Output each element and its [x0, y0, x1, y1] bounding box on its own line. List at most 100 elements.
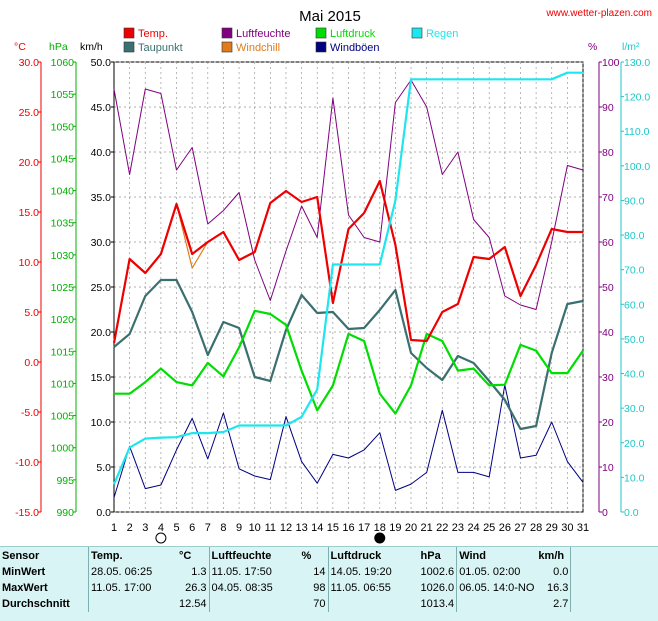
axis-unit-label: % — [588, 41, 597, 53]
axis-tick-label: 30 — [602, 372, 614, 384]
series-layer — [112, 71, 584, 498]
axis-tick-label: 15.0 — [91, 372, 112, 384]
x-tick-label: 11 — [265, 522, 276, 534]
temp-avg-value: 12.54 — [179, 598, 207, 610]
x-tick-label: 21 — [421, 522, 433, 534]
legend: Temp. Luftfeuchte Luftdruck Regen Taupunkt Wi… — [123, 27, 458, 54]
axis-tick-label: 10.0 — [19, 257, 40, 269]
axis-tick-label: 60 — [602, 237, 614, 249]
x-tick-label: 19 — [389, 522, 401, 534]
x-tick-label: 27 — [514, 522, 526, 534]
x-tick-label: 16 — [342, 522, 354, 534]
press-max-datetime: 11.05. 06:55 — [327, 580, 419, 596]
x-tick-label: 2 — [127, 522, 133, 534]
axis-tick-label: 20.0 — [624, 438, 645, 450]
legend-label: Temp. — [138, 28, 168, 40]
row-spacer — [570, 564, 576, 580]
wind-max-time: 14:0-NO — [492, 582, 535, 594]
axis-tick-label: 45.0 — [91, 102, 112, 114]
axis-tick-label: 1040 — [51, 186, 75, 198]
header-press-unit: hPa — [420, 549, 441, 562]
legend-label: Regen — [426, 28, 458, 40]
x-tick-label: 4 — [158, 522, 164, 534]
x-tick-label: 10 — [249, 522, 261, 534]
x-tick-label: 29 — [546, 522, 558, 534]
hum-max-value: 98 — [313, 582, 326, 594]
axis-tick-label: 995 — [56, 475, 74, 487]
axis-tick-label: 100 — [602, 57, 620, 69]
press-min-time: 19:20 — [364, 566, 392, 578]
axis-tick-label: 20.0 — [19, 157, 40, 169]
press-max-value: 1026.0 — [420, 582, 455, 594]
axis-tick-label: 1060 — [51, 57, 75, 69]
stats-row-min: MinWert 28.05. 06:25 1.3 11.05. 17:50 14… — [0, 564, 576, 580]
stats-table: Sensor Temp. °C Luftfeuchte % Luftdruck … — [0, 547, 576, 612]
axis-tick-label: 0.0 — [96, 507, 111, 519]
source-link[interactable]: www.wetter-plazen.com — [545, 8, 652, 19]
new-moon-icon — [155, 532, 167, 544]
axis-tick-label: 0.0 — [24, 357, 39, 369]
press-avg-value: 1013.4 — [420, 598, 455, 610]
axis-tick-label: 90.0 — [624, 195, 645, 207]
stats-header-row: Sensor Temp. °C Luftfeuchte % Luftdruck … — [0, 547, 576, 564]
chart-title: Mai 2015 — [299, 8, 361, 25]
x-tick-label: 3 — [142, 522, 148, 534]
axis-units: °C hPa km/h% l/m² — [14, 41, 640, 53]
axis-tick-label: 1015 — [51, 346, 75, 358]
press-max-time: 06:55 — [363, 582, 391, 594]
x-tick-label: 20 — [405, 522, 417, 534]
row-label: Durchschnitt — [2, 598, 70, 610]
wind-min-date: 01.05. — [459, 566, 490, 578]
axis-tick-label: 30.0 — [624, 403, 645, 415]
x-tick-label: 9 — [236, 522, 242, 534]
axis-tick-label: 50 — [602, 282, 614, 294]
header-temp: Temp. — [88, 547, 177, 564]
x-tick-label: 15 — [327, 522, 339, 534]
temp-min-value: 1.3 — [191, 566, 207, 578]
hum-max-datetime: 04.05. 08:35 — [208, 580, 300, 596]
row-spacer — [570, 596, 576, 612]
axis-tick-label: 110.0 — [624, 126, 650, 138]
axis-tick-label: 20.0 — [91, 327, 112, 339]
axis-tick-label: 120.0 — [624, 92, 650, 104]
axis-tick-label: 40.0 — [624, 369, 645, 381]
header-wind: Wind — [456, 547, 537, 564]
x-tick-label: 23 — [452, 522, 464, 534]
axis-tick-label: 90 — [602, 102, 614, 114]
header-press: Luftdruck — [327, 547, 419, 564]
axis-tick-label: 1010 — [51, 378, 75, 390]
press-min-datetime: 14.05. 19:20 — [327, 564, 419, 580]
x-tick-label: 5 — [173, 522, 179, 534]
hum-max-date: 04.05. — [211, 582, 243, 594]
x-tick-label: 26 — [499, 522, 511, 534]
header-hum: Luftfeuchte — [208, 547, 300, 564]
x-tick-label: 30 — [561, 522, 573, 534]
temp-max-value: 26.3 — [185, 582, 207, 594]
temp-min-time: 06:25 — [124, 566, 153, 578]
axis-tick-label: -5.0 — [21, 407, 39, 419]
axis-tick-label: 50.0 — [624, 334, 645, 346]
row-label: MinWert — [2, 566, 46, 578]
axes: -15.0 -10.0 -5.0 0.0 5.0 10.0 15.0 20.0 25.0 30.0… — [15, 57, 650, 519]
axis-unit-label: °C — [14, 41, 26, 53]
temp-min-date: 28.05. — [91, 566, 122, 578]
axis-tick-label: 25.0 — [19, 107, 40, 119]
axis-tick-label: 80.0 — [624, 230, 645, 242]
axis-tick-label: 1030 — [51, 250, 75, 262]
x-tick-label: 6 — [189, 522, 195, 534]
axis-tick-label: 70.0 — [624, 265, 645, 277]
axis-tick-label: 1055 — [51, 89, 75, 101]
axis-tick-label: 100.0 — [624, 161, 650, 173]
legend-label: Luftdruck — [330, 28, 376, 40]
press-min-value: 1002.6 — [420, 566, 455, 578]
header-spacer — [570, 547, 576, 564]
axis-tick-label: 40.0 — [91, 147, 112, 159]
legend-swatch — [123, 27, 135, 39]
axis-tick-label: 990 — [56, 507, 74, 519]
axis-tick-label: 1025 — [51, 282, 75, 294]
axis-tick-label: 130.0 — [624, 57, 650, 69]
legend-label: Windböen — [330, 42, 380, 54]
x-tick-label: 12 — [280, 522, 292, 534]
weather-chart: Mai 2015 www.wetter-plazen.com Temp. Luft… — [14, 8, 652, 544]
header-wind-unit: km/h — [538, 549, 565, 562]
